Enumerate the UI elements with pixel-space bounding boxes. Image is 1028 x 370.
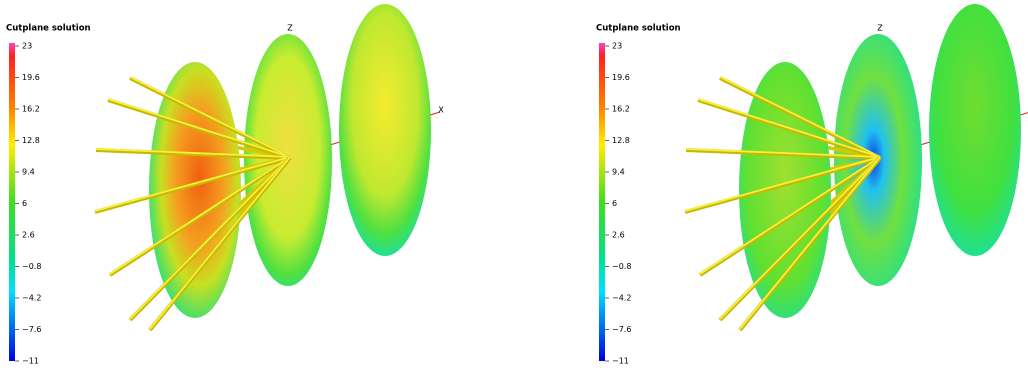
colorbar-label: 23 (612, 42, 622, 51)
cutplane (929, 4, 1021, 256)
rod (697, 98, 881, 158)
colorbar-label: −4.2 (612, 294, 631, 303)
colorbar-label: 2.6 (612, 231, 625, 240)
colorbar-label: 23 (22, 42, 32, 51)
rod (719, 76, 881, 158)
cutplane (739, 62, 831, 318)
panel-title: Cutplane solution (6, 24, 91, 34)
panel: Cutplane solution 23 19.6 16.2 12.8 9.4 6 2.6 −0… (596, 4, 1028, 366)
colorbar-label: 19.6 (22, 73, 40, 82)
colorbar-label: −11 (612, 357, 629, 366)
rod (95, 148, 291, 160)
rod (129, 76, 291, 158)
colorbar-label: −11 (22, 357, 39, 366)
colorbar-label: 9.4 (612, 168, 625, 177)
rod (719, 156, 881, 320)
panel: Cutplane solution 23 19.6 16.2 12.8 9.4 6 2.6 −0… (6, 4, 444, 366)
axis-label: Z (287, 24, 293, 33)
colorbar-label: 9.4 (22, 168, 35, 177)
rod (685, 148, 881, 160)
colorbar-label: 12.8 (22, 136, 40, 145)
rod (107, 98, 291, 160)
colorbar-label: 12.8 (612, 136, 630, 145)
colorbar-label: 16.2 (612, 105, 630, 114)
panel-title: Cutplane solution (596, 24, 681, 34)
cutplane (149, 62, 241, 318)
axis-label: X (438, 106, 444, 115)
rod (107, 98, 291, 158)
rod (684, 156, 881, 212)
rod (684, 156, 881, 214)
axis-label: Z (877, 24, 883, 33)
rod (94, 156, 291, 212)
rod (739, 156, 881, 330)
colorbar-label: 2.6 (22, 231, 35, 240)
colorbar-label: 19.6 (612, 73, 630, 82)
rod (697, 98, 881, 160)
colorbar (599, 43, 605, 361)
colorbar-label: 16.2 (22, 105, 40, 114)
colorbar-label: −0.8 (22, 262, 41, 271)
colorbar-label: −7.6 (22, 325, 41, 334)
rod (699, 156, 881, 275)
rod (94, 156, 291, 214)
rod (95, 148, 291, 158)
rod (109, 156, 291, 275)
colorbar-label: −0.8 (612, 262, 631, 271)
rod (685, 148, 881, 158)
colorbar (9, 43, 15, 361)
colorbar-label: 6 (612, 199, 617, 208)
colorbar-label: −4.2 (22, 294, 41, 303)
colorbar-label: 6 (22, 199, 27, 208)
rod (129, 156, 291, 320)
cutplane (339, 4, 431, 256)
rod (149, 156, 291, 330)
colorbar-label: −7.6 (612, 325, 631, 334)
